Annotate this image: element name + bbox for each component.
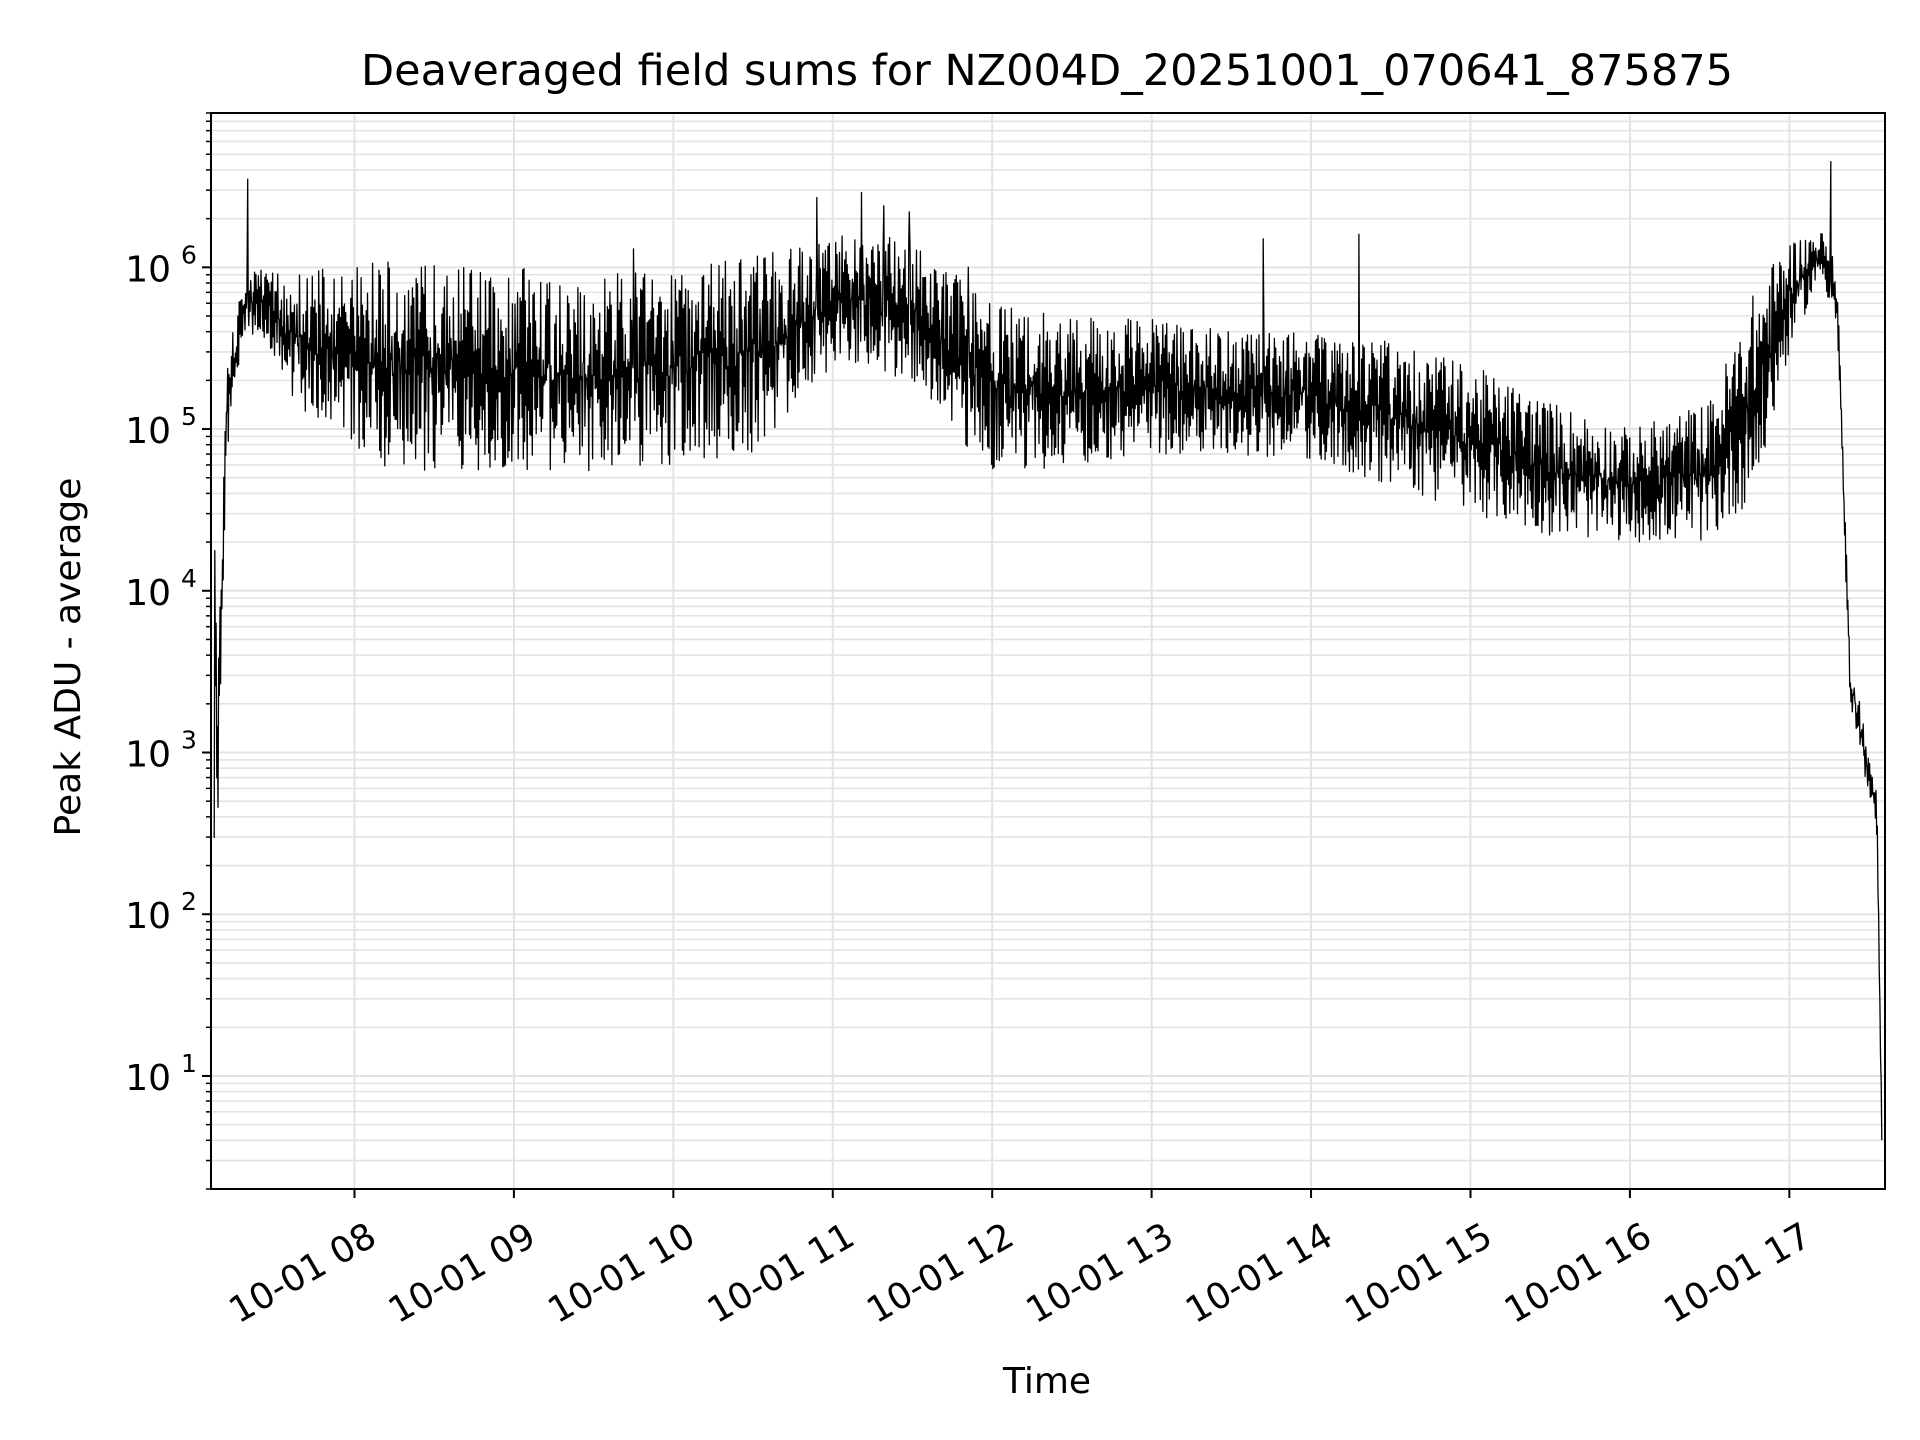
y-tick-label: 10 bbox=[125, 411, 171, 452]
y-tick-label-base: 10 bbox=[125, 411, 171, 452]
grid-layer bbox=[211, 112, 1885, 1190]
plot-frame bbox=[210, 112, 1886, 1190]
y-tick-label-base: 10 bbox=[125, 896, 171, 937]
y-tick-label-base: 10 bbox=[125, 735, 171, 776]
y-tick-label-exponent: 1 bbox=[181, 1049, 197, 1078]
series-line bbox=[213, 161, 1883, 1141]
y-tick-label-exponent: 4 bbox=[181, 564, 197, 593]
y-tick-label-base: 10 bbox=[125, 573, 171, 614]
y-tick-label: 10 bbox=[125, 735, 171, 776]
y-tick-label: 10 bbox=[125, 249, 171, 290]
y-tick-label: 10 bbox=[125, 573, 171, 614]
x-axis-label: Time bbox=[1002, 1361, 1091, 1402]
y-tick-label-exponent: 6 bbox=[181, 240, 197, 269]
y-tick-label-base: 10 bbox=[125, 1058, 171, 1099]
series-layer bbox=[213, 161, 1883, 1141]
y-tick-label-exponent: 3 bbox=[181, 726, 197, 755]
y-tick-label-base: 10 bbox=[125, 249, 171, 290]
chart-title: Deaveraged field sums for NZ004D_2025100… bbox=[361, 46, 1733, 96]
y-tick-label: 10 bbox=[125, 896, 171, 937]
y-tick-label-exponent: 5 bbox=[181, 402, 197, 431]
y-tick-label: 10 bbox=[125, 1058, 171, 1099]
y-tick-label-exponent: 2 bbox=[181, 887, 197, 916]
y-axis-label: Peak ADU - average bbox=[48, 478, 89, 837]
